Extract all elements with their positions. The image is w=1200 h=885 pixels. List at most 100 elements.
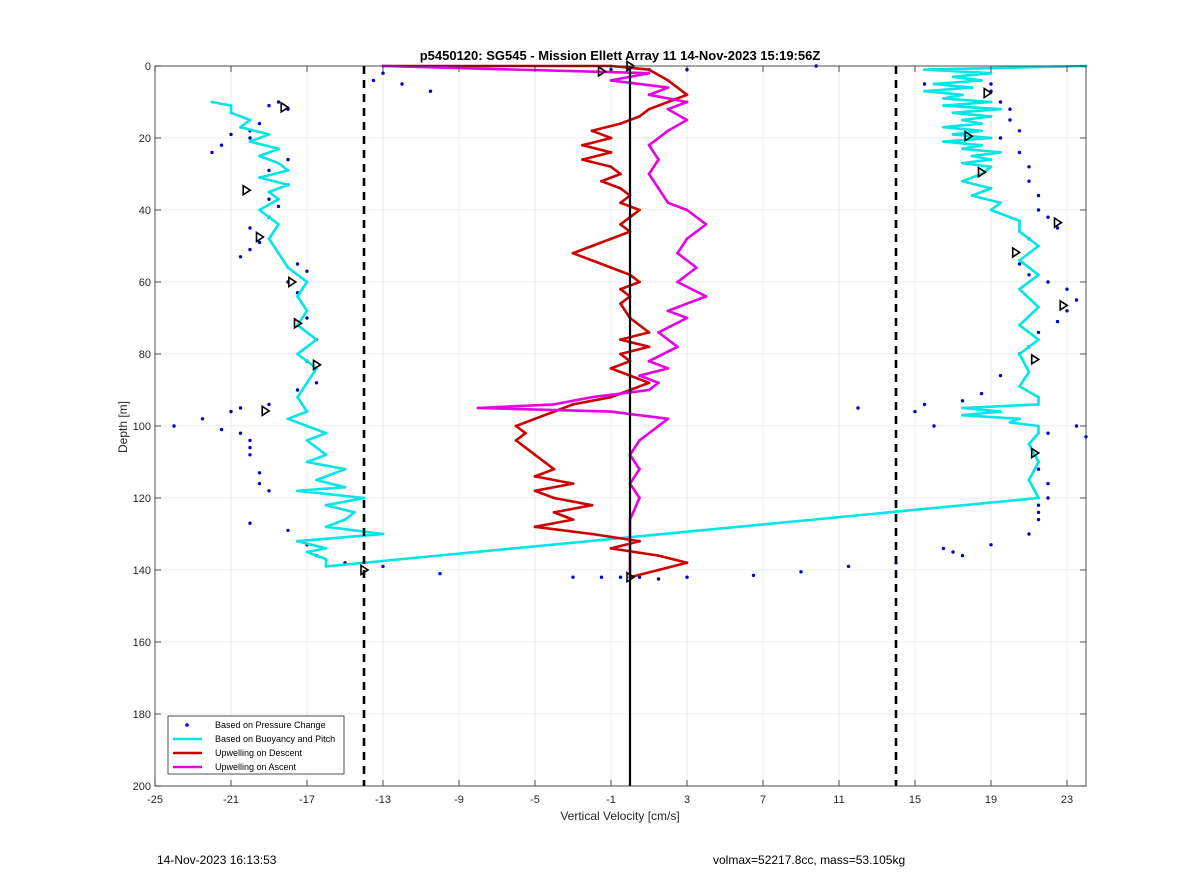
series-point (590, 129, 594, 133)
pressure-change-point (267, 197, 271, 201)
series-point (533, 417, 537, 421)
series-point (666, 201, 670, 205)
series-point (970, 86, 974, 89)
series-point (657, 187, 660, 190)
series-point (961, 93, 964, 97)
pressure-change-point (267, 168, 271, 173)
triangle-marker (261, 404, 271, 417)
series-point (296, 539, 299, 543)
triangle-marker (1053, 216, 1063, 229)
series-point (666, 107, 670, 111)
pressure-change-point (1046, 280, 1050, 284)
series-point (657, 158, 660, 162)
series-point (277, 147, 280, 151)
pressure-change-point (1027, 179, 1031, 183)
series-point (989, 136, 993, 140)
series-point (666, 86, 670, 89)
pressure-change-point (1065, 309, 1069, 313)
series-point (609, 79, 613, 82)
series-point (1037, 424, 1040, 428)
series-point (999, 151, 1002, 154)
x-axis-label: Vertical Velocity [cm/s] (560, 809, 679, 823)
series-point (277, 197, 280, 201)
series-point (980, 122, 983, 125)
series-point (989, 158, 993, 162)
series-point (571, 251, 575, 255)
series-point (1027, 478, 1031, 482)
pressure-change-point (1027, 273, 1031, 277)
series-point (609, 237, 613, 241)
pressure-change-point (248, 226, 252, 230)
pressure-change-point (314, 381, 319, 385)
pressure-change-point (922, 82, 927, 86)
pressure-change-point (571, 575, 575, 579)
pressure-change-point (1055, 319, 1060, 324)
triangle-marker (1030, 353, 1041, 366)
series-point (1018, 219, 1021, 223)
y-tick-label: 200 (133, 781, 151, 793)
series-point (685, 561, 689, 565)
series-point (609, 547, 613, 550)
series-point (476, 406, 480, 410)
series-point (695, 266, 698, 269)
pressure-change-point (219, 143, 224, 147)
series-point (533, 475, 537, 478)
series-point (676, 251, 679, 255)
series-point (571, 403, 575, 406)
series-point (514, 424, 518, 428)
pressure-change-point (400, 82, 404, 86)
series-point (647, 359, 651, 363)
series-point (305, 309, 309, 313)
series-point (980, 79, 983, 82)
chart-title: p5450120: SG545 - Mission Ellett Array 1… (420, 48, 821, 63)
series-point (381, 532, 385, 536)
series-layer (172, 64, 1088, 581)
series-point (961, 161, 964, 165)
series-point (638, 208, 641, 212)
pressure-change-point (1036, 467, 1041, 471)
footer-timestamp: 14-Nov-2023 16:13:53 (157, 853, 277, 867)
series-point (324, 547, 328, 550)
series-point (685, 237, 689, 241)
pressure-change-point (267, 103, 271, 108)
y-tick-label: 60 (139, 277, 151, 289)
pressure-change-point (1036, 193, 1041, 198)
series-point (647, 388, 651, 392)
pressure-change-point (998, 100, 1003, 104)
y-tick-label: 0 (145, 61, 151, 73)
series-point (229, 104, 233, 107)
series-point (296, 352, 299, 356)
pressure-change-point (229, 132, 233, 137)
x-tick-label: -17 (299, 794, 315, 806)
series-point (552, 511, 556, 514)
series-point (590, 395, 594, 399)
series-point (353, 511, 356, 514)
series-point (590, 244, 594, 248)
series-point (590, 503, 594, 507)
series-point (942, 104, 945, 107)
series-point (1018, 323, 1021, 327)
axis-ticks: -25 -21 -17 -13 -9 -5 -1 3 7 11 15 19 23020406080100… (133, 61, 1086, 806)
series-point (533, 525, 537, 529)
series-point (1037, 431, 1040, 435)
series-point (1018, 230, 1021, 234)
footer-volmax-mass: volmax=52217.8cc, mass=53.105kg (713, 853, 906, 867)
series-point (277, 161, 280, 165)
pressure-change-point (438, 571, 442, 576)
pressure-change-point (1027, 532, 1031, 536)
pressure-change-point (219, 427, 224, 432)
pressure-change-point (1055, 226, 1060, 230)
y-tick-label: 120 (133, 493, 151, 505)
pressure-change-point (295, 262, 300, 266)
pressure-change-point (248, 438, 252, 443)
triangle-marker (312, 358, 322, 371)
series-point (296, 295, 299, 298)
pressure-change-point (1065, 287, 1069, 291)
triangle-marker (1059, 299, 1069, 312)
series-point (685, 316, 689, 320)
pressure-change-point (200, 417, 205, 421)
series-point (647, 107, 651, 111)
pressure-change-point (248, 445, 252, 450)
series-point (1037, 403, 1040, 406)
pressure-change-point (913, 409, 917, 414)
